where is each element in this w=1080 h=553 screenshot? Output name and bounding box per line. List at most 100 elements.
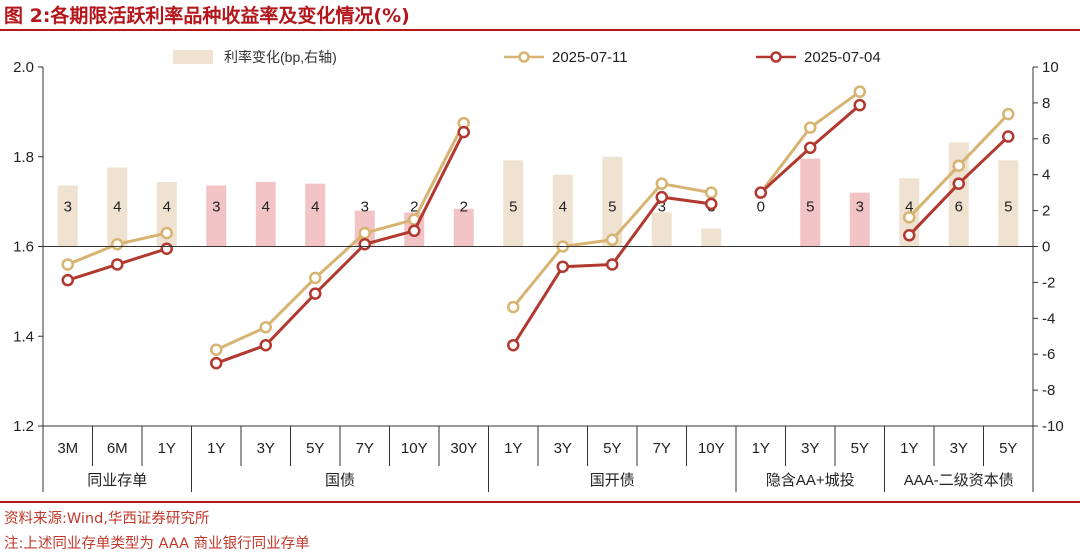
point-series-1-14 xyxy=(754,186,767,199)
bar-4 xyxy=(255,181,276,247)
bar-label-11: 5 xyxy=(608,199,616,216)
right-tick-label-2: -6 xyxy=(1042,346,1055,363)
bar-label-15: 5 xyxy=(806,199,814,216)
bar-label-19: 5 xyxy=(1004,199,1012,216)
point-series-0-9 xyxy=(507,300,520,314)
point-series-0-1 xyxy=(111,238,124,251)
point-series-1-15 xyxy=(804,141,817,155)
group-label-1: 国债 xyxy=(325,472,355,489)
point-series-0-6 xyxy=(358,226,371,240)
point-series-0-16 xyxy=(853,85,866,98)
category-label-5: 5Y xyxy=(306,440,324,457)
bar-label-9: 5 xyxy=(509,199,517,216)
left-tick-label-3: 1.8 xyxy=(13,149,34,166)
right-tick-label-8: 6 xyxy=(1042,131,1050,148)
point-series-1-12 xyxy=(655,190,668,204)
point-series-0-11 xyxy=(606,233,619,247)
point-series-1-5 xyxy=(309,287,322,300)
axes-layer: 1.2 1.4 1.6 1.8 2.0 -10 -8 -6 -4 -2 0 2 4 6 8 10 3M 6M 1Y 同… xyxy=(13,59,1064,492)
bar-0 xyxy=(57,185,78,247)
bar-1 xyxy=(107,167,128,247)
left-tick-label-0: 1.2 xyxy=(13,418,34,435)
bar-19 xyxy=(998,160,1019,247)
point-series-1-6 xyxy=(358,238,371,251)
point-series-0-3 xyxy=(210,343,223,356)
category-label-10: 3Y xyxy=(554,440,572,457)
category-label-14: 1Y xyxy=(752,440,770,457)
category-label-4: 3Y xyxy=(257,440,275,457)
point-series-0-2 xyxy=(160,226,173,240)
right-tick-label-1: -8 xyxy=(1042,382,1055,399)
point-series-1-4 xyxy=(259,338,272,352)
line-series-0-segment-1 xyxy=(215,122,466,352)
right-tick-label-9: 8 xyxy=(1042,95,1050,112)
right-tick-label-5: 0 xyxy=(1042,239,1050,256)
lines-layer xyxy=(61,85,1015,370)
bar-label-7: 2 xyxy=(410,199,418,216)
category-label-15: 3Y xyxy=(801,440,819,457)
bar-12 xyxy=(651,212,672,247)
bar-label-1: 4 xyxy=(113,199,121,216)
bar-label-4: 4 xyxy=(262,199,270,216)
legend-label-2025-07-04: 2025-07-04 xyxy=(804,49,881,66)
right-tick-label-6: 2 xyxy=(1042,203,1050,220)
point-series-0-5 xyxy=(309,271,322,285)
category-label-1: 6M xyxy=(107,440,128,457)
bar-9 xyxy=(503,160,524,247)
point-series-1-1 xyxy=(111,258,124,271)
bar-16 xyxy=(849,192,870,247)
point-series-1-7 xyxy=(408,224,421,238)
bar-3 xyxy=(206,185,227,247)
category-label-7: 10Y xyxy=(401,440,428,457)
point-series-1-13 xyxy=(705,197,718,211)
point-series-1-10 xyxy=(556,260,569,273)
bar-11 xyxy=(602,156,623,247)
line-series-1-segment-1 xyxy=(215,131,466,365)
bar-labels-layer: 34434432254533053465 xyxy=(64,199,1013,216)
category-label-12: 7Y xyxy=(653,440,671,457)
category-label-3: 1Y xyxy=(207,440,225,457)
category-label-9: 1Y xyxy=(504,440,522,457)
bar-label-8: 2 xyxy=(460,199,468,216)
legend-marker-2025-07-11 xyxy=(518,51,530,63)
left-tick-label-2: 1.6 xyxy=(13,239,34,256)
group-label-0: 同业存单 xyxy=(87,472,147,489)
bar-label-2: 4 xyxy=(163,199,171,216)
point-series-0-17 xyxy=(903,211,916,224)
right-tick-label-10: 10 xyxy=(1042,59,1059,76)
group-label-3: 隐含AA+城投 xyxy=(766,472,855,489)
right-tick-label-0: -10 xyxy=(1042,418,1064,435)
point-series-0-12 xyxy=(655,177,668,190)
bar-15 xyxy=(800,158,821,247)
legend-label-2025-07-11: 2025-07-11 xyxy=(552,49,628,66)
point-series-0-4 xyxy=(259,321,272,334)
legend-label-bar: 利率变化(bp,右轴) xyxy=(224,49,337,65)
point-series-0-19 xyxy=(1002,107,1015,121)
point-series-1-0 xyxy=(61,273,74,287)
point-series-1-11 xyxy=(606,258,619,271)
category-label-6: 7Y xyxy=(356,440,374,457)
category-label-0: 3M xyxy=(57,440,78,457)
right-tick-label-3: -4 xyxy=(1042,310,1055,327)
point-series-1-3 xyxy=(210,356,223,370)
left-tick-label-4: 2.0 xyxy=(13,59,34,76)
point-series-1-17 xyxy=(903,229,916,242)
point-series-0-13 xyxy=(705,186,718,199)
point-series-1-19 xyxy=(1002,130,1015,143)
left-tick-label-1: 1.4 xyxy=(13,328,34,345)
source-note: 资料来源:Wind,华西证券研究所 xyxy=(4,511,210,527)
figure-title: 图 2:各期限活跃利率品种收益率及变化情况(%) xyxy=(4,5,410,27)
bar-label-3: 3 xyxy=(212,199,220,216)
category-label-8: 30Y xyxy=(450,440,477,457)
bar-label-10: 4 xyxy=(559,199,567,216)
category-label-19: 5Y xyxy=(999,440,1017,457)
category-label-13: 10Y xyxy=(698,440,725,457)
point-series-1-16 xyxy=(853,98,866,112)
right-tick-label-7: 4 xyxy=(1042,167,1050,184)
point-series-0-15 xyxy=(804,121,817,134)
group-label-4: AAA-二级资本债 xyxy=(904,472,1014,489)
title-rule xyxy=(0,29,1080,31)
legend-swatch-bar xyxy=(173,50,213,64)
category-label-2: 1Y xyxy=(158,440,176,457)
